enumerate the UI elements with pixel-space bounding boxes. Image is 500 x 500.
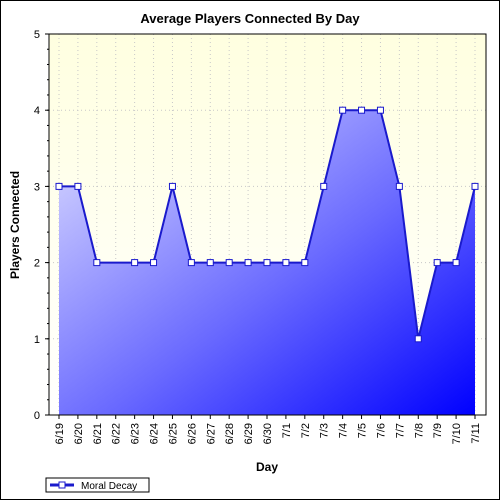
data-point — [452, 259, 460, 267]
data-point — [131, 259, 139, 267]
x-tick-label: 6/20 — [73, 423, 85, 444]
legend-swatch-marker — [58, 481, 66, 489]
data-point — [320, 182, 328, 190]
data-point — [395, 182, 403, 190]
x-tick-label: 7/7 — [394, 423, 406, 438]
x-tick-label: 6/19 — [54, 423, 66, 444]
x-tick-label: 6/26 — [186, 423, 198, 444]
x-tick-label: 6/30 — [262, 423, 274, 444]
x-tick-label: 6/23 — [130, 423, 142, 444]
data-point — [55, 182, 63, 190]
series-area-moral-decay — [59, 110, 475, 415]
data-point — [74, 182, 82, 190]
x-tick-label: 7/10 — [451, 423, 463, 444]
data-point — [168, 182, 176, 190]
y-tick-label: 1 — [34, 334, 40, 346]
data-point — [471, 182, 479, 190]
x-tick-label: 7/8 — [413, 423, 425, 438]
legend-label: Moral Decay — [81, 481, 137, 492]
x-tick-label: 6/28 — [224, 423, 236, 444]
y-tick-label: 0 — [34, 410, 40, 422]
x-tick-label: 7/11 — [470, 423, 482, 444]
data-point — [376, 106, 384, 114]
x-tick-label: 6/24 — [149, 423, 161, 444]
x-tick-label: 6/22 — [111, 423, 123, 444]
data-point — [187, 259, 195, 267]
data-point — [244, 259, 252, 267]
series-line-moral-decay — [59, 109, 476, 340]
data-point — [414, 335, 422, 343]
data-point — [150, 259, 158, 267]
y-axis-title: Players Connected — [8, 171, 22, 279]
chart-title: Average Players Connected By Day — [140, 11, 360, 26]
data-point — [433, 259, 441, 267]
x-tick-label: 7/9 — [432, 423, 444, 438]
x-tick-label: 7/6 — [375, 423, 387, 438]
x-tick-label: 7/1 — [281, 423, 293, 438]
data-point — [282, 259, 290, 267]
data-point — [263, 259, 271, 267]
x-tick-label: 6/27 — [205, 423, 217, 444]
x-tick-label: 6/29 — [243, 423, 255, 444]
legend-box — [45, 477, 150, 493]
legend: Moral Decay — [45, 477, 150, 493]
data-point — [93, 259, 101, 267]
x-tick-label: 6/25 — [167, 423, 179, 444]
x-axis-title: Day — [256, 460, 278, 474]
x-tick-label: 7/2 — [300, 423, 312, 438]
y-tick-label: 4 — [34, 105, 40, 117]
data-point — [358, 106, 366, 114]
data-point — [225, 259, 233, 267]
data-point — [339, 106, 347, 114]
x-tick-label: 7/5 — [357, 423, 369, 438]
y-tick-label: 5 — [34, 29, 40, 41]
data-point — [301, 259, 309, 267]
x-tick-label: 6/21 — [92, 423, 104, 444]
y-tick-label: 2 — [34, 258, 40, 270]
x-tick-label: 7/3 — [319, 423, 331, 438]
y-tick-label: 3 — [34, 181, 40, 193]
x-tick-label: 7/4 — [338, 423, 350, 438]
data-point — [206, 259, 214, 267]
plot-area: 0 1 2 3 4 5 6/19 6/20 6/21 6/22 6/23 6/24 6/25 6/26 6/… — [34, 29, 487, 444]
